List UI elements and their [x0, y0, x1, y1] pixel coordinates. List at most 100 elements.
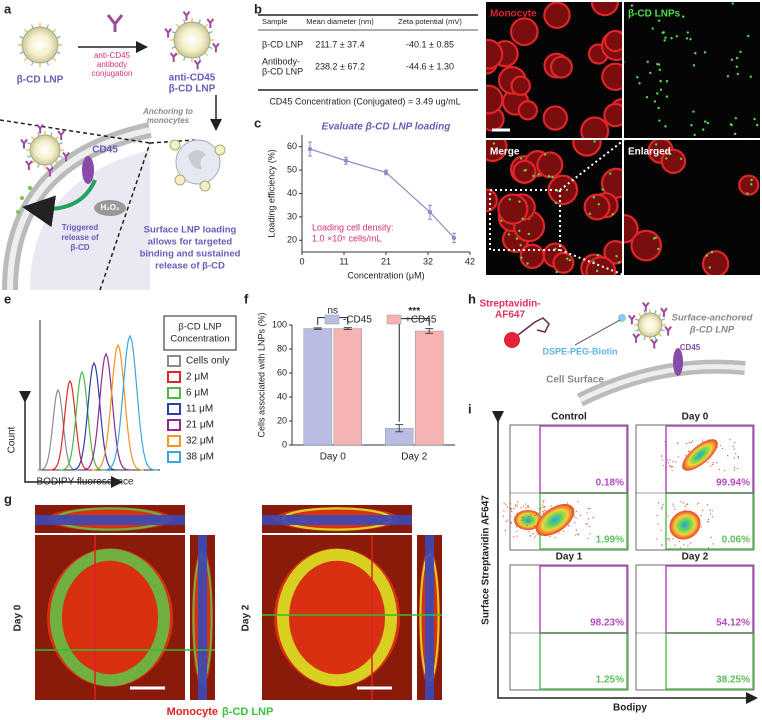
lnp-dot [593, 140, 596, 143]
event-dot [587, 507, 590, 510]
lnp-dot [664, 125, 667, 128]
signal-ring [277, 548, 397, 687]
cells [486, 140, 622, 275]
event-dot [543, 500, 545, 502]
lnp-spike [634, 318, 640, 321]
label: BODIPY fluorescence [36, 477, 134, 488]
density [669, 510, 701, 540]
cell [604, 29, 622, 53]
cell [603, 102, 622, 128]
density [535, 504, 575, 536]
lnp-spike [58, 155, 63, 158]
lnp-dot [706, 121, 710, 125]
antibody [660, 307, 668, 318]
label: 0 [299, 256, 304, 266]
label: -40.1 ± 0.85 [406, 39, 454, 49]
lnp-dot [566, 257, 569, 260]
lnp-dot [649, 71, 652, 75]
event-dot [732, 445, 734, 447]
label: anti-CD45 [169, 73, 216, 84]
error-bar [313, 327, 322, 330]
cell [580, 116, 610, 138]
event-dot [503, 510, 505, 512]
label: Antibody- [262, 56, 300, 66]
event-dot [542, 510, 544, 512]
lnp-dot [645, 95, 649, 99]
lnp-dot [735, 65, 739, 68]
lnp-dot [537, 172, 541, 176]
antibody [664, 326, 672, 336]
label: 0 [282, 439, 287, 449]
label: 0.18% [596, 478, 624, 489]
lnp-dot [519, 157, 523, 160]
event-dot [685, 503, 687, 505]
label: Loading efficiency (%) [266, 149, 276, 237]
point [343, 158, 349, 163]
event-dot [662, 464, 664, 467]
event-dot [510, 522, 512, 524]
event-dot [733, 448, 735, 450]
label: 42 [465, 256, 475, 266]
lnp-dot [526, 262, 529, 265]
label: 60 [287, 141, 297, 151]
event-dot [526, 521, 528, 523]
lnp [29, 134, 61, 166]
event-dot [657, 523, 659, 525]
legend-swatch [386, 314, 402, 325]
label: CD45 [680, 343, 701, 352]
event-dot [513, 508, 515, 510]
event-dot [702, 441, 704, 443]
lnp-dot [646, 60, 649, 64]
slice-band [262, 515, 412, 525]
streptavidin [504, 332, 520, 348]
antibody [169, 52, 178, 62]
cell [585, 256, 617, 275]
cell [510, 75, 531, 96]
lnp-dot [745, 137, 747, 138]
label: e [4, 291, 11, 306]
peg [574, 319, 621, 346]
lnp-dot [636, 76, 639, 79]
lnp-spike [31, 136, 35, 140]
event-dot [524, 503, 527, 505]
label: Concentration [170, 334, 229, 345]
event-dot [542, 504, 544, 506]
label: AF647 [495, 310, 525, 321]
lnp-dot [659, 80, 662, 83]
event-dot [575, 534, 577, 536]
antibody [25, 160, 33, 170]
lnp-dot [515, 237, 519, 240]
lnp-dot [682, 15, 685, 18]
event-dot [530, 514, 532, 516]
event-dot [520, 507, 522, 509]
label: Zeta potential (mV) [398, 17, 462, 26]
lnp-spike [660, 318, 666, 321]
lnp-spike [198, 19, 201, 24]
lnp-dot [750, 183, 753, 186]
released-cd [16, 210, 20, 214]
label: β-CD LNP [222, 706, 273, 718]
label: a [4, 1, 12, 16]
lnp-dot [617, 261, 621, 264]
event-dot [589, 533, 591, 535]
event-dot [510, 521, 512, 523]
lnp-spike [660, 329, 666, 332]
label: Enlarged [628, 147, 671, 158]
lnp-spike [658, 333, 662, 337]
cell [603, 240, 622, 265]
cell [738, 174, 760, 196]
event-dot [733, 457, 735, 459]
lnp-spike [183, 19, 186, 24]
cell [517, 100, 539, 121]
lnp-dot [750, 178, 753, 182]
lnp [637, 312, 663, 338]
label: c [254, 115, 261, 130]
event-dot [528, 516, 530, 518]
label: Mean diameter (nm) [306, 17, 374, 26]
event-dot [684, 454, 687, 456]
slice-band [425, 535, 434, 700]
event-dot [688, 441, 691, 443]
lnp-dot [565, 188, 569, 192]
legend-swatch [167, 371, 181, 383]
cell [590, 2, 619, 17]
